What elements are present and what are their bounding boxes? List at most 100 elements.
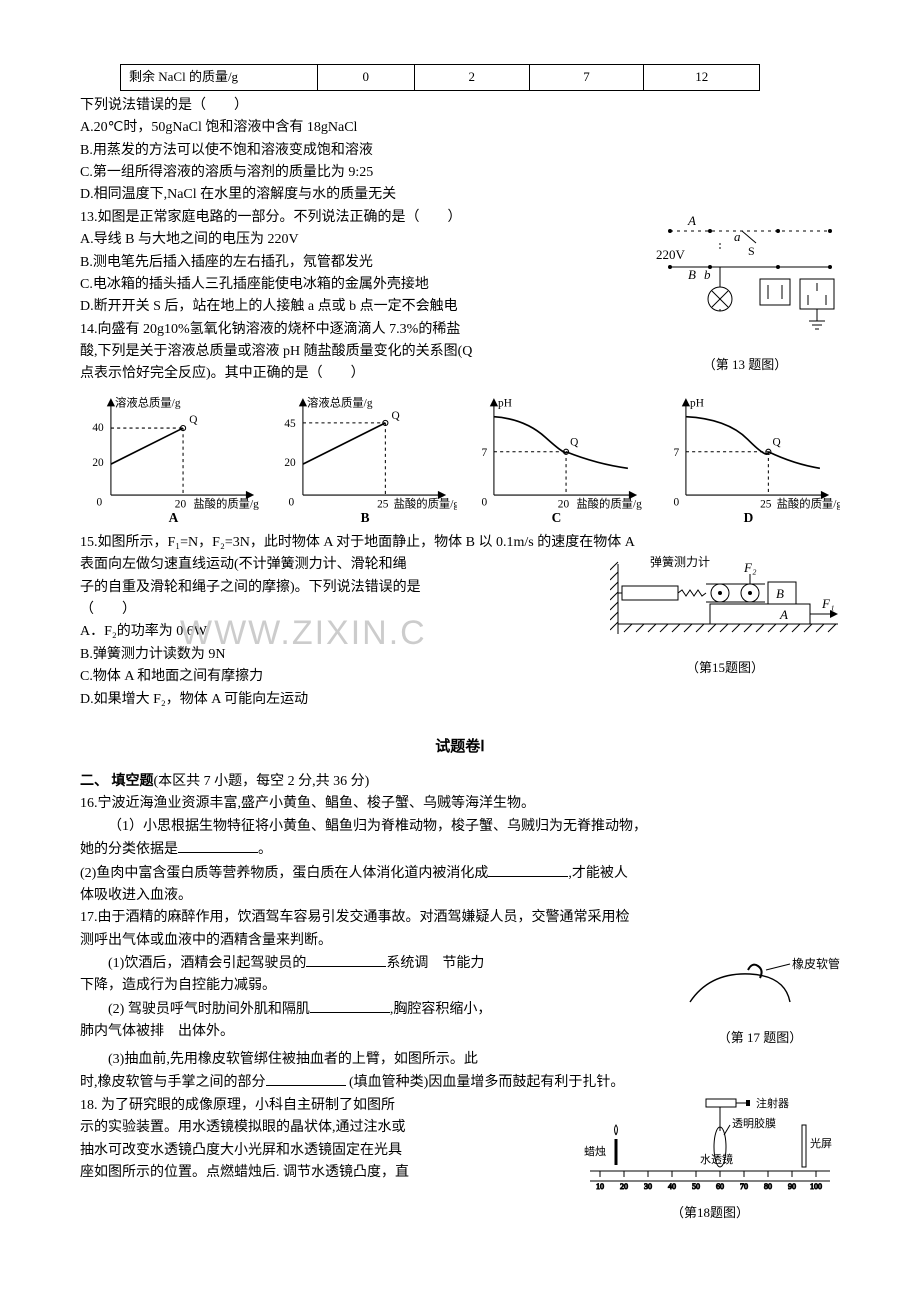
q18-stem2: 示的实验装置。用水透镜模拟眼的晶状体,通过注水或	[80, 1117, 570, 1139]
q12-cell-1: 2	[414, 65, 529, 91]
q12-cell-2: 7	[529, 65, 644, 91]
svg-text:50: 50	[692, 1182, 700, 1191]
svg-text:透明胶膜: 透明胶膜	[732, 1116, 776, 1130]
q12-table: 剩余 NaCl 的质量/g 0 2 7 12	[120, 64, 760, 91]
svg-text:橡皮软管: 橡皮软管	[792, 956, 840, 971]
q17-p1-line1: (1)饮酒后，酒精会引起驾驶员的 系统调 节能力	[80, 952, 670, 975]
svg-text:45: 45	[284, 418, 296, 430]
q17-p2b: ,胸腔容积缩小，	[390, 1002, 492, 1017]
svg-text:F₁: F₁	[821, 596, 834, 611]
q17-p3a: (3)抽血前,先用橡皮软管绑住被抽血者的上臂，如图所示。此	[80, 1049, 840, 1071]
svg-text:B: B	[776, 586, 784, 601]
svg-text:220V: 220V	[656, 247, 686, 262]
svg-text:7: 7	[673, 447, 679, 459]
q14-stem2: 酸,下列是关于溶液总质量或溶液 pH 随盐酸质量变化的关系图(Q	[80, 341, 640, 363]
svg-text:B: B	[688, 267, 696, 282]
svg-text:溶液总质量/g: 溶液总质量/g	[307, 395, 373, 409]
svg-text:20: 20	[558, 498, 570, 510]
svg-text:F₂: F₂	[743, 560, 757, 575]
svg-text:Q: Q	[772, 436, 780, 448]
q15-stem1: 15.如图所示，F₁=N，F₂=3N，此时物体 A 对于地面静止，物体 B 以 …	[80, 532, 840, 554]
svg-text:20: 20	[175, 498, 187, 510]
q16-p2a: (2)鱼肉中富含蛋白质等营养物质，蛋白质在人体消化道内被消化成	[80, 866, 488, 881]
svg-text:D: D	[743, 510, 753, 525]
q16-p1b: 她的分类依据是	[80, 842, 178, 857]
q16-p1a: （1）小思根据生物特征将小黄鱼、鲳鱼归为脊椎动物，梭子蟹、乌贼归为无脊推动物，	[80, 816, 840, 838]
svg-text:盐酸的质量/g: 盐酸的质量/g	[576, 496, 642, 510]
svg-text:100: 100	[810, 1182, 822, 1191]
svg-text:70: 70	[740, 1182, 748, 1191]
q18-row: 18. 为了研究眼的成像原理，小科自主研制了如图所 示的实验装置。用水透镜模拟眼…	[80, 1095, 840, 1224]
q12-cell-3: 12	[644, 65, 760, 91]
svg-text:弹簧测力计: 弹簧测力计	[650, 554, 710, 569]
svg-text:B: B	[360, 510, 369, 525]
q12-stem: 下列说法错误的是（ ）	[80, 95, 840, 117]
svg-text:30: 30	[644, 1182, 652, 1191]
q17-p3b: 时,橡皮软管与手掌之间的部分	[80, 1075, 266, 1090]
q14-stem3: 点表示恰好完全反应)。其中正确的是（ ）	[80, 363, 640, 385]
svg-text:盐酸的质量/g: 盐酸的质量/g	[393, 496, 457, 510]
q15-opt-a: A．F₂的功率为 0.6W	[80, 621, 600, 643]
svg-text:0: 0	[288, 496, 294, 508]
q17-p1c: 下降，造成行为自控能力减弱。	[80, 975, 670, 997]
q16-p2c: 体吸收进入血液。	[80, 885, 840, 907]
fill-heading-tail: (本区共 7 小题，每空 2 分,共 36 分)	[154, 774, 370, 789]
svg-text:25: 25	[377, 498, 389, 510]
q17-blank-1	[306, 952, 386, 967]
q15-stem2: 表面向左做匀速直线运动(不计弹簧测力计、滑轮和绳	[80, 554, 600, 576]
svg-text:20: 20	[92, 457, 104, 469]
q13-opt-a: A.导线 B 与大地之间的电压为 220V	[80, 229, 640, 251]
svg-text:pH: pH	[498, 397, 512, 409]
q18-stem4: 座如图所示的位置。点燃蜡烛后. 调节水透镜凸度，直	[80, 1162, 570, 1184]
q12-cell-0: 0	[317, 65, 414, 91]
svg-text:0: 0	[96, 496, 102, 508]
svg-text:盐酸的质量/g: 盐酸的质量/g	[193, 496, 259, 510]
q14-chart-a: 溶液总质量/g 40 20 0 Q 20 盐酸的质量/g A	[80, 392, 266, 526]
q12-row-label: 剩余 NaCl 的质量/g	[121, 65, 318, 91]
q17-blank-3	[266, 1071, 346, 1086]
fill-heading-line: 二、 填空题(本区共 7 小题，每空 2 分,共 36 分)	[80, 771, 840, 793]
q13-opt-d: D.断开开关 S 后，站在地上的人接触 a 点或 b 点一定不会触电	[80, 296, 640, 318]
q17-p1a: (1)饮酒后，酒精会引起驾驶员的	[108, 956, 306, 971]
svg-text:20: 20	[620, 1182, 628, 1191]
svg-text:C: C	[552, 510, 562, 525]
svg-text:60: 60	[716, 1182, 724, 1191]
svg-text:40: 40	[668, 1182, 676, 1191]
q16-p1c: 。	[258, 842, 272, 857]
svg-text:0: 0	[482, 496, 488, 508]
q13-opt-c: C.电冰箱的插头插人三孔插座能使电冰箱的金属外壳接地	[80, 274, 640, 296]
q17-p2c: 肺内气体被排 出体外。	[80, 1021, 670, 1043]
q17-row: (1)饮酒后，酒精会引起驾驶员的 系统调 节能力 下降，造成行为自控能力减弱。 (…	[80, 952, 840, 1049]
svg-text:10: 10	[596, 1182, 604, 1191]
q12-opt-b: B.用蒸发的方法可以使不饱和溶液变成饱和溶液	[80, 140, 840, 162]
svg-text:Q: Q	[570, 436, 578, 448]
svg-text:25: 25	[760, 498, 772, 510]
svg-text:0: 0	[673, 496, 679, 508]
svg-text:注射器: 注射器	[756, 1096, 789, 1110]
q16-p1-line2: 她的分类依据是 。	[80, 838, 840, 861]
q13-figure: A a S 220V B b	[650, 207, 840, 376]
section-2-title: 试题卷Ⅰ	[80, 735, 840, 759]
q15-caption: （第15题图）	[610, 658, 840, 679]
q16-p2b: ,才能被人	[568, 866, 628, 881]
svg-text:90: 90	[788, 1182, 796, 1191]
q17-p3c: (填血管种类)因血量增多而鼓起有利于扎针。	[346, 1075, 625, 1090]
q17-caption: （第 17 题图）	[680, 1028, 840, 1049]
q13-caption: （第 13 题图）	[650, 355, 840, 376]
svg-text:20: 20	[284, 457, 296, 469]
q18-stem1: 18. 为了研究眼的成像原理，小科自主研制了如图所	[80, 1095, 570, 1117]
q16-p2-line1: (2)鱼肉中富含蛋白质等营养物质，蛋白质在人体消化道内被消化成 ,才能被人	[80, 862, 840, 885]
svg-text:7: 7	[482, 447, 488, 459]
q17-p1b: 系统调 节能力	[386, 956, 484, 971]
q12-opt-a: A.20℃时，50gNaCl 饱和溶液中含有 18gNaCl	[80, 117, 840, 139]
q17-blank-2	[310, 998, 390, 1013]
q14-chart-c: pH 7 0 Q 20 盐酸的质量/g C	[463, 392, 649, 526]
q16-blank-2	[488, 862, 568, 877]
svg-text:40: 40	[92, 422, 104, 434]
q17-p2-line1: (2) 驾驶员呼气时肋间外肌和隔肌 ,胸腔容积缩小，	[80, 998, 670, 1021]
q14-stem1: 14.向盛有 20g10%氢氧化钠溶液的烧杯中逐滴滴人 7.3%的稀盐	[80, 319, 640, 341]
q16-blank-1	[178, 838, 258, 853]
q17-stem2: 测呼出气体或血液中的酒精含量来判断。	[80, 930, 840, 952]
q14-chart-b: 溶液总质量/g 45 20 0 Q 25 盐酸的质量/g B	[272, 392, 458, 526]
q17-p2a: (2) 驾驶员呼气时肋间外肌和隔肌	[108, 1002, 310, 1017]
